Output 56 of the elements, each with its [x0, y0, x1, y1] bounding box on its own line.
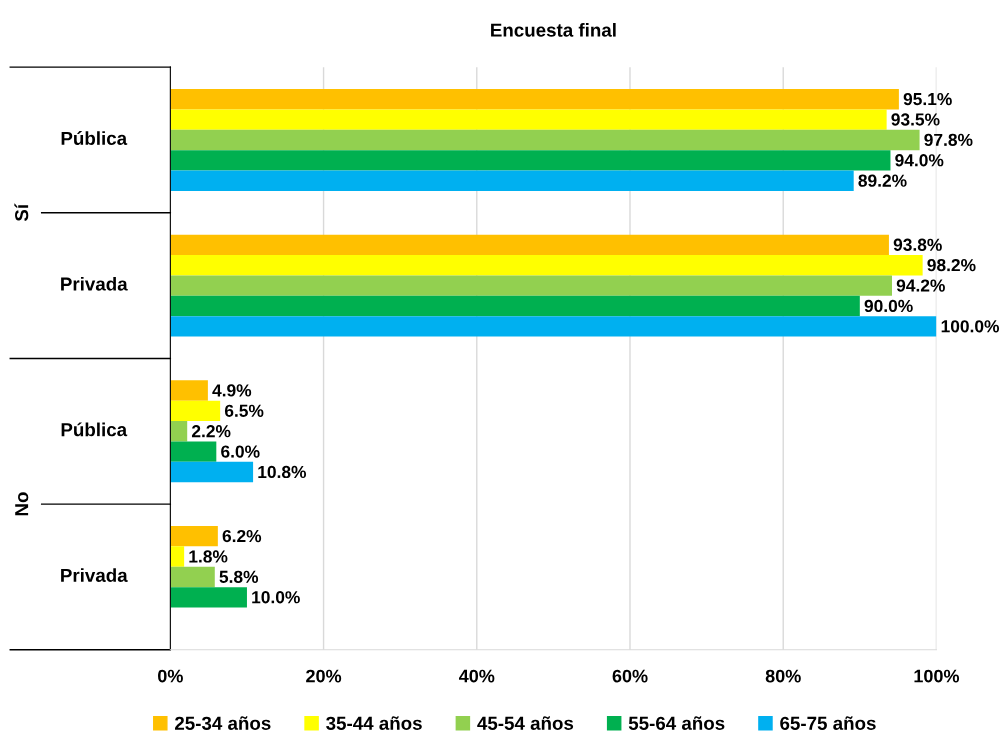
bar — [170, 150, 891, 171]
data-label: 97.8% — [924, 133, 973, 147]
bar — [170, 380, 208, 401]
bar — [170, 546, 185, 567]
bar — [170, 255, 923, 276]
bar — [170, 587, 247, 608]
x-tick-label: 100% — [914, 669, 960, 683]
bar — [170, 421, 188, 442]
legend-label: 45-54 años — [477, 716, 574, 730]
bar — [170, 400, 221, 422]
data-label: 2.2% — [191, 425, 231, 438]
bar — [170, 525, 218, 547]
data-label: 89.2% — [858, 174, 907, 187]
bar — [170, 170, 854, 191]
x-tick-label: 60% — [612, 669, 648, 683]
y-tick-label: Pública — [61, 422, 128, 437]
data-label: 95.1% — [903, 92, 952, 106]
y-tick-label: Pública — [61, 131, 128, 145]
data-label: 93.8% — [893, 238, 942, 251]
y-tick-label: Privada — [61, 276, 128, 291]
legend-label: 65-75 años — [780, 716, 876, 730]
data-label: 90.0% — [864, 299, 913, 313]
bar — [170, 316, 937, 337]
chart-title: Encuesta final — [491, 23, 616, 37]
bar — [170, 129, 920, 151]
data-label: 5.8% — [219, 570, 259, 583]
bar — [170, 109, 887, 130]
bar — [170, 461, 254, 483]
data-label: 94.2% — [896, 279, 945, 292]
data-label: 10.0% — [252, 591, 300, 604]
x-tick-label: 0% — [158, 669, 183, 683]
text: Sí — [14, 203, 29, 222]
data-label: 93.5% — [891, 113, 940, 126]
data-label: 4.9% — [212, 384, 252, 397]
data-label: 10.8% — [258, 465, 307, 479]
data-label: 98.2% — [927, 258, 976, 272]
data-label: 94.0% — [895, 154, 944, 167]
bar — [170, 566, 215, 588]
data-label: 1.8% — [189, 550, 228, 563]
bar — [170, 234, 889, 256]
bar — [170, 275, 892, 296]
x-tick-label: 80% — [765, 669, 801, 683]
x-tick-label: 40% — [458, 669, 495, 683]
legend-label: 25-34 años — [175, 716, 271, 730]
data-label: 6.2% — [222, 529, 262, 543]
legend-label: 35-44 años — [326, 716, 422, 730]
bar — [170, 88, 899, 110]
text: No — [15, 492, 29, 516]
y-tick-label: Privada — [61, 568, 128, 582]
bar — [170, 295, 860, 317]
data-label: 6.0% — [221, 445, 260, 458]
data-label: 100.0% — [941, 320, 1000, 333]
data-label: 6.5% — [224, 404, 264, 417]
bar — [170, 441, 217, 462]
legend-label: 55-64 años — [628, 716, 725, 730]
x-tick-label: 20% — [306, 669, 342, 683]
